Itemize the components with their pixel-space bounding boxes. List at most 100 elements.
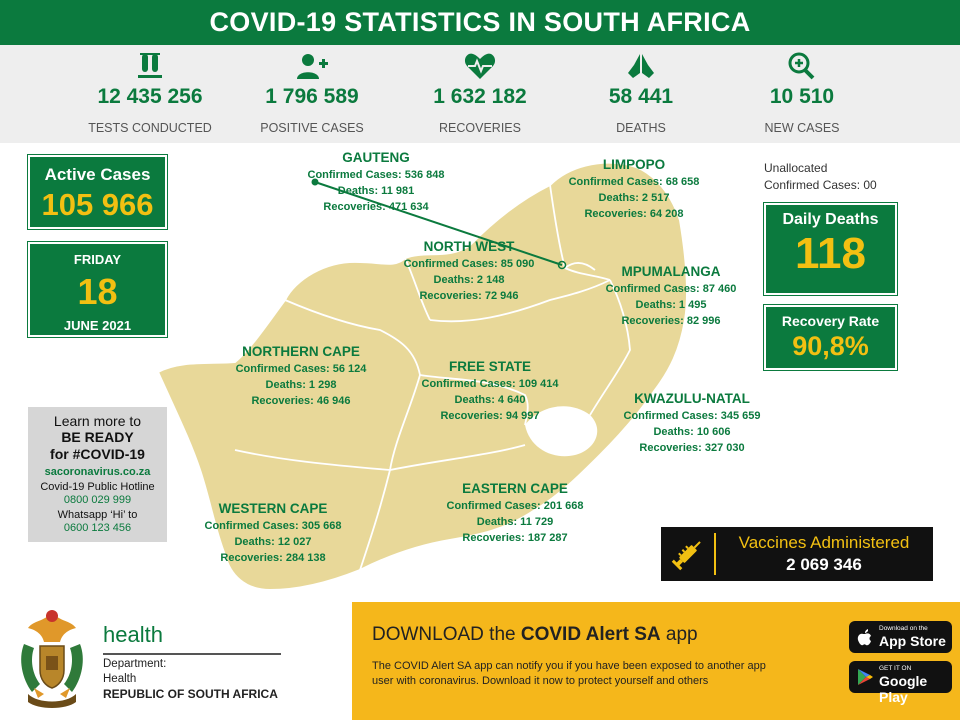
north-west-cases: Confirmed Cases: 85 090: [403, 258, 535, 270]
north-west-recoveries: Recoveries: 72 946: [419, 290, 519, 302]
date-day: 18: [77, 271, 118, 312]
province-kwazulu-natal: KWAZULU-NATAL Confirmed Cases: 345 659 D…: [612, 390, 772, 456]
hotline-label: Covid-19 Public Hotline: [40, 481, 155, 493]
banner-body-line1: The COVID Alert SA app can notify you if…: [372, 660, 766, 672]
eastern-cape-recoveries: Recoveries: 187 287: [462, 532, 568, 544]
limpopo-name: LIMPOPO: [602, 157, 666, 172]
positive-label: POSITIVE CASES: [260, 121, 364, 135]
gauteng-marker: [557, 260, 567, 270]
department-line1: Department:: [103, 658, 167, 670]
heartbeat-icon: [464, 53, 496, 79]
province-mpumalanga: MPUMALANGA Confirmed Cases: 87 460 Death…: [596, 263, 746, 329]
banner-heading-suffix: app: [660, 624, 698, 645]
kwazulu-natal-cases: Confirmed Cases: 345 659: [623, 410, 761, 422]
mpumalanga-cases: Confirmed Cases: 87 460: [605, 283, 737, 295]
free-state-name: FREE STATE: [448, 359, 531, 374]
hotline-number[interactable]: 0800 029 999: [63, 494, 132, 506]
deaths-value: 58 441: [608, 85, 674, 108]
lesotho: [525, 406, 598, 457]
department-line3: REPUBLIC OF SOUTH AFRICA: [103, 687, 278, 701]
free-state-recoveries: Recoveries: 94 997: [440, 410, 540, 422]
learn-line3: for #COVID-19: [50, 446, 145, 462]
department-line2: Health: [103, 673, 137, 685]
recovery-rate-value: 90,8%: [792, 331, 869, 361]
western-cape-cases: Confirmed Cases: 305 668: [204, 520, 342, 532]
eastern-cape-cases: Confirmed Cases: 201 668: [446, 500, 584, 512]
province-north-west: NORTH WEST Confirmed Cases: 85 090 Death…: [394, 238, 544, 304]
department-logo-block: health Department: Health REPUBLIC OF SO…: [0, 598, 352, 720]
test-tubes-icon: [138, 53, 162, 78]
limpopo-deaths: Deaths: 2 517: [598, 192, 670, 204]
unallocated-note: Unallocated Confirmed Cases: 00: [764, 160, 877, 194]
vaccines-value: 2 069 346: [786, 555, 862, 574]
app-store-button[interactable]: Download on the App Store: [849, 621, 952, 653]
mpumalanga-name: MPUMALANGA: [621, 264, 721, 279]
gauteng-name: GAUTENG: [342, 150, 410, 165]
south-africa-map: [156, 161, 689, 592]
banner-body-line2: user with coronavirus. Download it now t…: [372, 675, 709, 687]
daily-deaths-value: 118: [795, 229, 866, 278]
province-free-state: FREE STATE Confirmed Cases: 109 414 Deat…: [412, 358, 568, 424]
limpopo-cases: Confirmed Cases: 68 658: [568, 176, 700, 188]
magnifier-plus-icon: [788, 52, 815, 80]
western-cape-name: WESTERN CAPE: [218, 501, 328, 516]
apple-icon: [857, 629, 871, 646]
eastern-cape-deaths: Deaths: 11 729: [476, 516, 554, 528]
province-western-cape: WESTERN CAPE Confirmed Cases: 305 668 De…: [193, 500, 353, 566]
recovery-rate-label: Recovery Rate: [781, 313, 880, 329]
northern-cape-name: NORTHERN CAPE: [242, 344, 360, 359]
kwazulu-natal-deaths: Deaths: 10 606: [653, 426, 731, 438]
north-west-deaths: Deaths: 2 148: [433, 274, 505, 286]
add-person-icon: [297, 54, 328, 79]
unallocated-line2: Confirmed Cases: 00: [764, 178, 877, 192]
health-wordmark: health: [103, 622, 163, 647]
whatsapp-number[interactable]: 0600 123 456: [63, 522, 132, 534]
coat-of-arms-icon: [21, 610, 83, 708]
app-download-banner: DOWNLOAD the COVID Alert SA app The COVI…: [352, 602, 960, 720]
mpumalanga-deaths: Deaths: 1 495: [635, 299, 707, 311]
banner-heading-bold: COVID Alert SA: [520, 624, 661, 645]
syringe-icon: [671, 541, 701, 571]
daily-deaths-label: Daily Deaths: [782, 211, 879, 228]
recovery-rate-box: Recovery Rate 90,8%: [763, 304, 898, 371]
gauteng-deaths: Deaths: 11 981: [337, 185, 415, 197]
website-link[interactable]: sacoronavirus.co.za: [44, 466, 151, 478]
google-play-label: Google Play: [879, 673, 928, 705]
eastern-cape-name: EASTERN CAPE: [462, 481, 568, 496]
learn-more-box: Learn more to BE READY for #COVID-19 sac…: [28, 407, 167, 542]
recoveries-label: RECOVERIES: [439, 121, 521, 135]
vaccines-divider: [714, 533, 716, 575]
limpopo-recoveries: Recoveries: 64 208: [584, 208, 684, 220]
google-play-small: GET IT ON: [879, 665, 912, 672]
mpumalanga-recoveries: Recoveries: 82 996: [621, 315, 721, 327]
western-cape-deaths: Deaths: 12 027: [234, 536, 312, 548]
free-state-deaths: Deaths: 4 640: [454, 394, 526, 406]
gauteng-pointer-line: [314, 181, 563, 266]
date-box: FRIDAY 18 JUNE 2021: [27, 241, 168, 338]
gauteng-pointer-dot: [311, 178, 319, 186]
province-gauteng: GAUTENG Confirmed Cases: 536 848 Deaths:…: [296, 149, 456, 215]
vaccines-label: Vaccines Administered: [738, 533, 910, 552]
stats-band: 12 435 256 TESTS CONDUCTED 1 796 589 POS…: [0, 45, 960, 143]
new-cases-value: 10 510: [769, 85, 835, 108]
app-store-label: App Store: [879, 633, 946, 649]
learn-line2: BE READY: [61, 429, 134, 445]
active-cases-box: Active Cases 105 966: [27, 154, 168, 230]
province-limpopo: LIMPOPO Confirmed Cases: 68 658 Deaths: …: [558, 156, 710, 222]
northern-cape-cases: Confirmed Cases: 56 124: [235, 363, 367, 375]
north-west-name: NORTH WEST: [423, 239, 515, 254]
northern-cape-deaths: Deaths: 1 298: [265, 379, 337, 391]
banner-heading: DOWNLOAD the COVID Alert SA app: [372, 624, 698, 646]
free-state-cases: Confirmed Cases: 109 414: [421, 378, 559, 390]
tests-value: 12 435 256: [97, 85, 203, 108]
unallocated-line1: Unallocated: [764, 161, 828, 175]
deaths-label: DEATHS: [616, 121, 666, 135]
province-northern-cape: NORTHERN CAPE Confirmed Cases: 56 124 De…: [226, 343, 376, 409]
learn-line1: Learn more to: [53, 413, 142, 429]
banner-heading-prefix: DOWNLOAD the: [372, 624, 521, 645]
country-outline: [156, 161, 689, 592]
gauteng-recoveries: Recoveries: 471 634: [323, 201, 429, 213]
kwazulu-natal-name: KWAZULU-NATAL: [634, 391, 750, 406]
google-play-button[interactable]: GET IT ON Google Play: [849, 661, 952, 705]
logo-divider: [103, 653, 281, 655]
